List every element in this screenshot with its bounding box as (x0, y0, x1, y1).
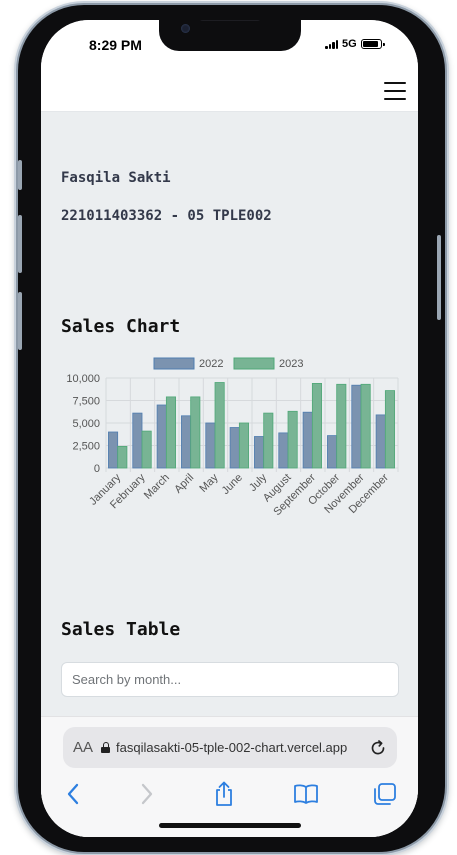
y-tick-label: 10,000 (66, 373, 100, 385)
bookmarks-icon[interactable] (291, 779, 321, 809)
bar-2022-july (254, 436, 265, 469)
bar-2022-september (302, 411, 313, 469)
bar-2023-june (238, 422, 249, 469)
notch (159, 20, 301, 51)
forward-icon[interactable] (132, 779, 162, 809)
status-indicators: 5G (325, 38, 385, 50)
bar-2022-april (181, 415, 192, 469)
phone-screen: 8:29 PM 5G Fasqila Sakti 221011403362 - … (41, 20, 418, 837)
bar-2022-june (229, 427, 240, 469)
bar-2022-february (132, 412, 143, 469)
bar-2022-october (327, 435, 338, 469)
back-icon[interactable] (58, 779, 88, 809)
mute-switch (18, 160, 22, 190)
speaker (199, 20, 261, 21)
bar-2023-september (311, 383, 322, 469)
bar-2023-december (384, 390, 395, 469)
share-icon[interactable] (209, 779, 239, 809)
legend-swatch-2023 (233, 357, 275, 370)
reader-settings-button[interactable]: AA (73, 739, 94, 756)
x-tick-label: April (172, 472, 196, 496)
bar-2023-february (141, 430, 152, 469)
bar-2023-may (214, 382, 225, 469)
network-type: 5G (342, 38, 357, 50)
x-tick-label: March (142, 472, 172, 502)
browser-toolbar: AA fasqilasakti-05-tple-002-chart.vercel… (41, 716, 418, 837)
bar-2022-august (278, 432, 289, 469)
status-time: 8:29 PM (89, 37, 142, 53)
author-name: Fasqila Sakti (61, 170, 171, 186)
bar-2022-november (351, 384, 362, 469)
y-tick-label: 7,500 (72, 396, 100, 408)
legend-swatch-2022 (153, 357, 195, 370)
site-navbar (41, 72, 418, 112)
bar-2023-october (336, 383, 347, 469)
x-tick-label: May (197, 471, 221, 495)
tabs-icon[interactable] (370, 779, 400, 809)
sales-chart: 10,000 7,500 5,000 2,500 0 January February Mar… (41, 342, 418, 542)
battery-icon (360, 39, 385, 49)
y-tick-label: 2,500 (72, 441, 100, 453)
legend-label-2023: 2023 (279, 358, 303, 370)
reload-icon[interactable] (369, 739, 387, 762)
sales-chart-svg: 10,0007,5005,0002,5000JanuaryFebruaryMar… (66, 357, 399, 518)
volume-up-button (18, 215, 22, 273)
bar-2023-april (190, 396, 201, 469)
volume-down-button (18, 292, 22, 350)
y-tick-label: 0 (94, 463, 100, 475)
signal-icon (325, 39, 338, 49)
bar-2023-november (360, 383, 371, 469)
power-button (437, 235, 441, 320)
bar-2023-july (263, 412, 274, 469)
bar-2023-january (117, 446, 128, 469)
bar-2022-march (156, 404, 167, 469)
menu-icon[interactable] (384, 80, 406, 102)
legend-label-2022: 2022 (199, 358, 223, 370)
browser-nav (41, 779, 418, 809)
address-bar[interactable]: AA fasqilasakti-05-tple-002-chart.vercel… (63, 727, 397, 768)
bar-2022-may (205, 422, 216, 469)
x-tick-label: June (220, 472, 245, 497)
front-camera (181, 24, 190, 33)
student-id: 221011403362 - 05 TPLE002 (61, 208, 272, 224)
sales-chart-heading: Sales Chart (61, 316, 181, 337)
bar-2022-december (375, 414, 386, 469)
lock-icon (101, 742, 111, 753)
month-search-input[interactable] (61, 662, 399, 697)
url-text[interactable]: fasqilasakti-05-tple-002-chart.vercel.ap… (116, 740, 348, 755)
bar-2023-march (165, 396, 176, 469)
bar-2022-january (108, 431, 119, 469)
sales-table-heading: Sales Table (61, 619, 181, 640)
y-tick-label: 5,000 (72, 418, 100, 430)
home-indicator (159, 823, 301, 828)
bar-2023-august (287, 410, 298, 469)
